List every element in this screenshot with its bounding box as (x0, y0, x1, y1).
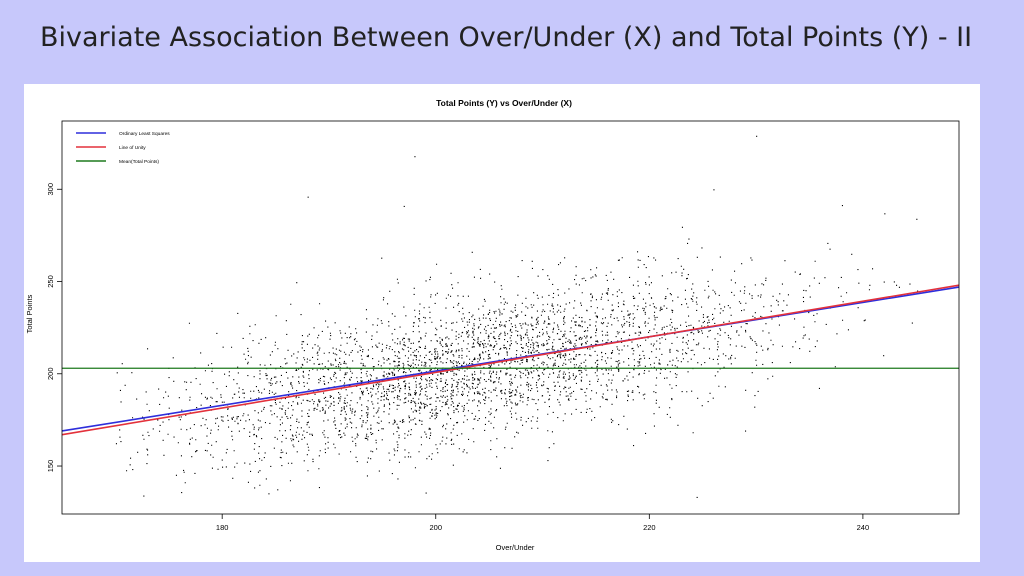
ols-line (61, 286, 960, 432)
data-point-cloud (115, 135, 919, 499)
legend-label: Mean(Total Points) (119, 159, 159, 165)
chart-title: Total Points (Y) vs Over/Under (X) (436, 98, 572, 108)
plot-frame (61, 120, 960, 515)
x-tick-label: 180 (216, 523, 229, 532)
slide-title: Bivariate Association Between Over/Under… (40, 22, 973, 53)
plot-panel: Total Points (Y) vs Over/Under (X) 180 20… (24, 84, 980, 562)
y-axis-label: Total Points (25, 294, 34, 333)
unity-line (61, 284, 960, 436)
scatter-chart: Total Points (Y) vs Over/Under (X) 180 20… (25, 98, 960, 552)
legend: Ordinary Least Squares Line of Unity Mean(… (76, 131, 170, 165)
y-tick-label: 200 (46, 368, 55, 381)
axes: 180 200 220 240 150 200 250 300 (46, 183, 869, 532)
x-axis-label: Over/Under (496, 543, 535, 552)
y-tick-label: 300 (46, 183, 55, 196)
regression-lines (61, 284, 960, 436)
y-tick-label: 150 (46, 460, 55, 473)
data-points (115, 135, 919, 499)
legend-label: Line of Unity (119, 145, 146, 151)
legend-label: Ordinary Least Squares (119, 131, 170, 137)
x-tick-label: 240 (857, 523, 870, 532)
y-tick-label: 250 (46, 275, 55, 288)
x-tick-label: 200 (429, 523, 442, 532)
x-tick-label: 220 (643, 523, 656, 532)
